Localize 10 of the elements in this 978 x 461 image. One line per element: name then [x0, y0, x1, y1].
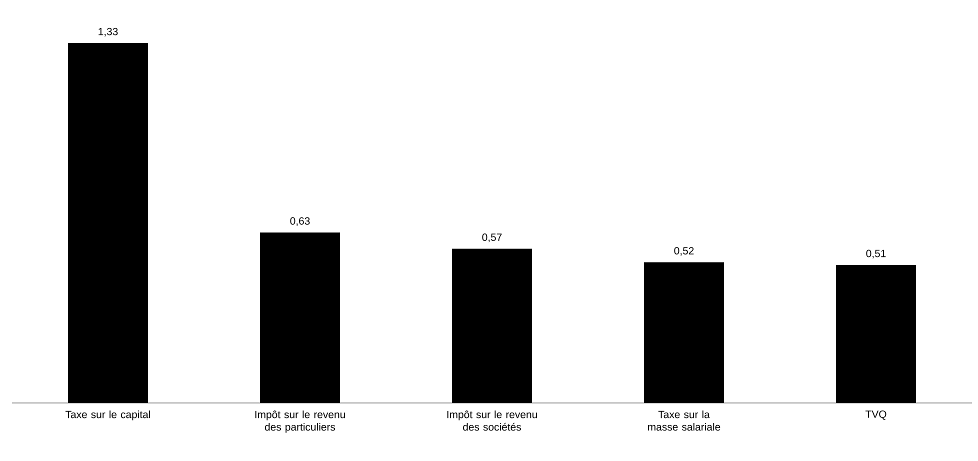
x-tick-label: Taxe sur la masse salariale	[648, 410, 720, 431]
data-label: 1,33	[98, 28, 118, 36]
x-tick-label: Impôt sur le revenu des particuliers	[255, 410, 345, 433]
data-label: 0,57	[482, 234, 502, 242]
x-tick-label: Taxe sur le capital	[66, 410, 150, 420]
data-label: 0,52	[674, 247, 694, 256]
data-label: 0,63	[290, 217, 310, 226]
data-label: 0,51	[866, 250, 886, 258]
x-tick-label: TVQ	[865, 410, 886, 420]
x-tick-label: Impôt sur le revenu des sociétés	[447, 410, 537, 431]
